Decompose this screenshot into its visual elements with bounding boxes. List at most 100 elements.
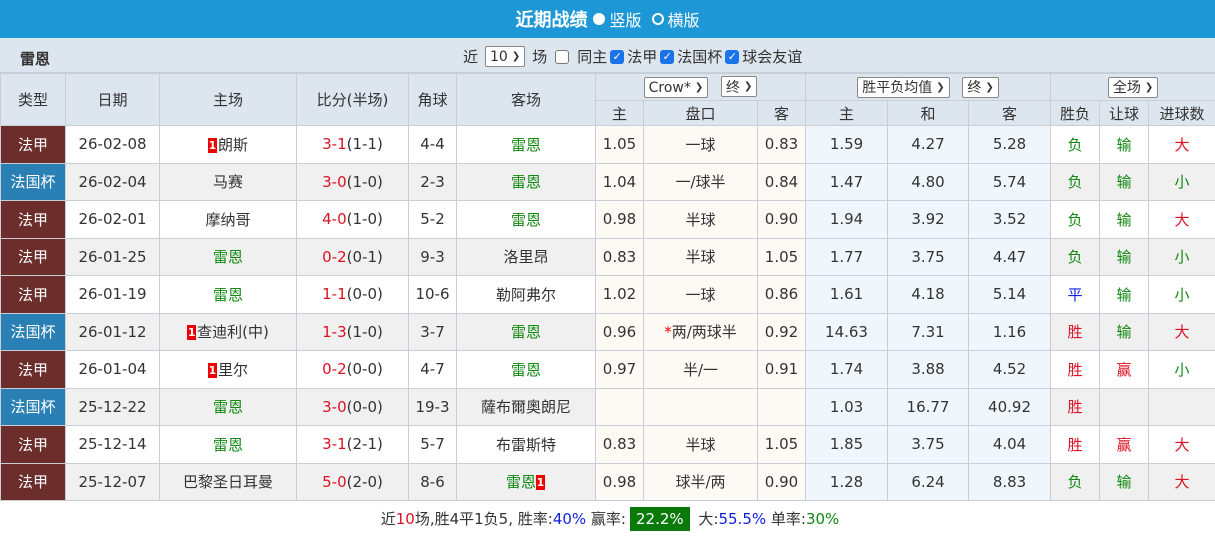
- eu-draw-odds: 3.75: [888, 426, 969, 464]
- away-team[interactable]: 布雷斯特: [457, 426, 596, 464]
- score[interactable]: 3-1(2-1): [297, 426, 409, 464]
- eu-away-odds: 5.28: [969, 126, 1051, 164]
- score[interactable]: 0-2(0-1): [297, 238, 409, 276]
- cup-checkbox[interactable]: ✓: [660, 50, 674, 64]
- league-badge[interactable]: 法甲: [1, 201, 66, 239]
- match-count-select[interactable]: 10❯: [485, 46, 525, 67]
- corners: 2-3: [409, 163, 457, 201]
- result-handicap: 赢: [1100, 351, 1149, 389]
- ah-line: 半/一: [644, 351, 758, 389]
- red-card-badge: 1: [208, 363, 217, 378]
- ah-stage-select[interactable]: 终❯: [721, 76, 757, 97]
- score[interactable]: 3-0(0-0): [297, 388, 409, 426]
- col-home: 主场: [160, 74, 297, 126]
- full-time-score: 0-2: [322, 248, 347, 266]
- away-team[interactable]: 雷恩1: [457, 463, 596, 501]
- league-badge[interactable]: 法甲: [1, 238, 66, 276]
- ah-line: 半球: [644, 426, 758, 464]
- col-eu-home: 主: [806, 101, 888, 126]
- half-time-score: (2-0): [347, 473, 383, 491]
- home-team[interactable]: 巴黎圣日耳曼: [160, 463, 297, 501]
- score[interactable]: 1-3(1-0): [297, 313, 409, 351]
- ah-line-text: 两/两球半: [672, 323, 737, 341]
- ah-line-text: 一球: [685, 136, 715, 154]
- ah-line: [644, 388, 758, 426]
- results-table: 类型 日期 主场 比分(半场) 角球 客场 Crow*❯ 终❯ 胜平负均值❯ 终…: [0, 73, 1215, 501]
- col-ou: 进球数: [1149, 101, 1215, 126]
- away-team[interactable]: 勒阿弗尔: [457, 276, 596, 314]
- match-date: 25-12-14: [66, 426, 160, 464]
- away-team[interactable]: 雷恩: [457, 126, 596, 164]
- away-team[interactable]: 雷恩: [457, 351, 596, 389]
- home-team[interactable]: 雷恩: [160, 388, 297, 426]
- home-team[interactable]: 马赛: [160, 163, 297, 201]
- score[interactable]: 3-0(1-0): [297, 163, 409, 201]
- away-team-name: 雷恩: [511, 211, 541, 229]
- match-date: 26-01-25: [66, 238, 160, 276]
- ah-line-text: 一/球半: [675, 173, 725, 191]
- league-badge[interactable]: 法甲: [1, 126, 66, 164]
- league-badge[interactable]: 法甲: [1, 276, 66, 314]
- ah-home-odds: 0.83: [596, 426, 644, 464]
- score[interactable]: 5-0(2-0): [297, 463, 409, 501]
- away-team[interactable]: 雷恩: [457, 201, 596, 239]
- result-goals: 大: [1149, 201, 1215, 239]
- home-team-name: 雷恩: [213, 398, 243, 416]
- summary-text: 近: [381, 508, 396, 529]
- ligue1-checkbox[interactable]: ✓: [610, 50, 624, 64]
- company-select[interactable]: Crow*❯: [644, 77, 709, 98]
- radio-horizontal[interactable]: [652, 13, 664, 25]
- home-team-name: 朗斯: [218, 136, 248, 154]
- score[interactable]: 1-1(0-0): [297, 276, 409, 314]
- home-team[interactable]: 雷恩: [160, 276, 297, 314]
- score[interactable]: 4-0(1-0): [297, 201, 409, 239]
- red-card-badge: 1: [187, 325, 196, 340]
- ah-stage-value: 终: [726, 77, 740, 97]
- eu-stage-select[interactable]: 终❯: [962, 77, 998, 98]
- summary-text: 大:: [694, 508, 719, 529]
- league-badge[interactable]: 法甲: [1, 351, 66, 389]
- col-away: 客场: [457, 74, 596, 126]
- avg-select[interactable]: 胜平负均值❯: [857, 77, 949, 98]
- away-team-name: 布雷斯特: [496, 436, 556, 454]
- away-team[interactable]: 洛里昂: [457, 238, 596, 276]
- home-team[interactable]: 雷恩: [160, 238, 297, 276]
- friendly-checkbox[interactable]: ✓: [725, 50, 739, 64]
- radio-horizontal-label[interactable]: 横版: [668, 7, 700, 31]
- score[interactable]: 0-2(0-0): [297, 351, 409, 389]
- league-badge[interactable]: 法国杯: [1, 388, 66, 426]
- filter-bar: 雷恩 近 10❯ 场 同主 ✓法甲 ✓法国杯 ✓球会友谊: [0, 38, 1215, 73]
- result-handicap: 输: [1100, 463, 1149, 501]
- home-team[interactable]: 雷恩: [160, 426, 297, 464]
- ah-line-text: 半球: [685, 436, 715, 454]
- radio-vertical[interactable]: [593, 13, 605, 25]
- radio-vertical-label[interactable]: 竖版: [609, 7, 641, 31]
- league-badge[interactable]: 法甲: [1, 463, 66, 501]
- result-goals: 小: [1149, 351, 1215, 389]
- odd-rate: 30%: [806, 510, 839, 528]
- league-badge[interactable]: 法国杯: [1, 163, 66, 201]
- away-team[interactable]: 雷恩: [457, 163, 596, 201]
- period-select[interactable]: 全场❯: [1108, 77, 1158, 98]
- league-badge[interactable]: 法国杯: [1, 313, 66, 351]
- away-team[interactable]: 雷恩: [457, 313, 596, 351]
- eu-away-odds: 4.47: [969, 238, 1051, 276]
- away-team[interactable]: 薩布爾奧朗尼: [457, 388, 596, 426]
- score[interactable]: 3-1(1-1): [297, 126, 409, 164]
- home-team[interactable]: 摩纳哥: [160, 201, 297, 239]
- same-home-checkbox[interactable]: [555, 50, 569, 64]
- league-badge[interactable]: 法甲: [1, 426, 66, 464]
